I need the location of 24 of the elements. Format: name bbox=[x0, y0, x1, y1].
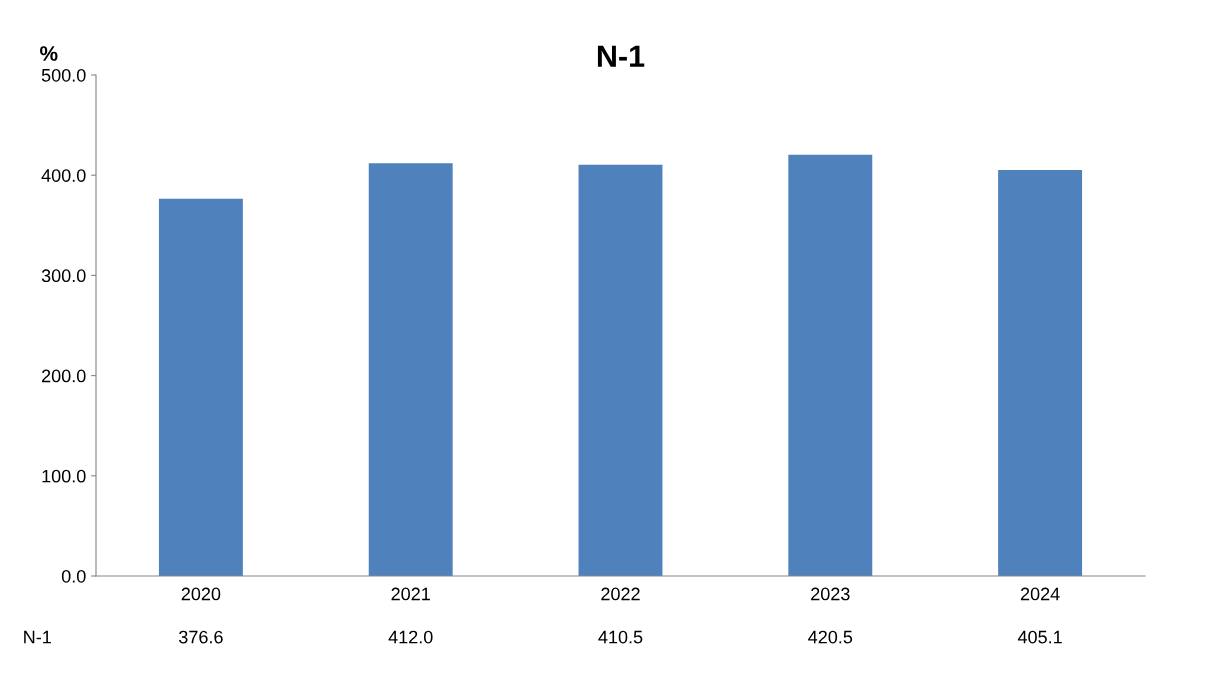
y-tick-label: 100.0 bbox=[42, 469, 86, 483]
bar bbox=[788, 154, 873, 576]
bar bbox=[158, 198, 243, 576]
bar bbox=[578, 164, 663, 576]
x-tick-label: 2021 bbox=[391, 587, 430, 601]
text: N-1 bbox=[24, 630, 51, 644]
bar bbox=[368, 163, 453, 576]
x-tick-label: 2024 bbox=[1020, 587, 1060, 601]
y-tick-label: 500.0 bbox=[41, 68, 86, 82]
y-axis-title: % bbox=[40, 46, 58, 61]
chart-title: N-1 bbox=[597, 45, 645, 67]
data-label: 376.6 bbox=[179, 630, 223, 644]
y-tick-label: 0.0 bbox=[61, 569, 86, 583]
data-label: 410.5 bbox=[598, 630, 643, 644]
x-tick-label: 2020 bbox=[181, 587, 221, 601]
x-tick-label: 2023 bbox=[811, 587, 850, 601]
x-tick-label: 2022 bbox=[601, 587, 640, 601]
y-tick-label: 300.0 bbox=[41, 269, 86, 283]
y-tick-label: 200.0 bbox=[42, 369, 86, 383]
data-label: 405.1 bbox=[1017, 630, 1062, 644]
data-label: 412.0 bbox=[388, 630, 433, 644]
bar bbox=[998, 170, 1083, 576]
y-tick-label: 400.0 bbox=[41, 169, 86, 182]
data-label: 420.5 bbox=[808, 630, 853, 644]
